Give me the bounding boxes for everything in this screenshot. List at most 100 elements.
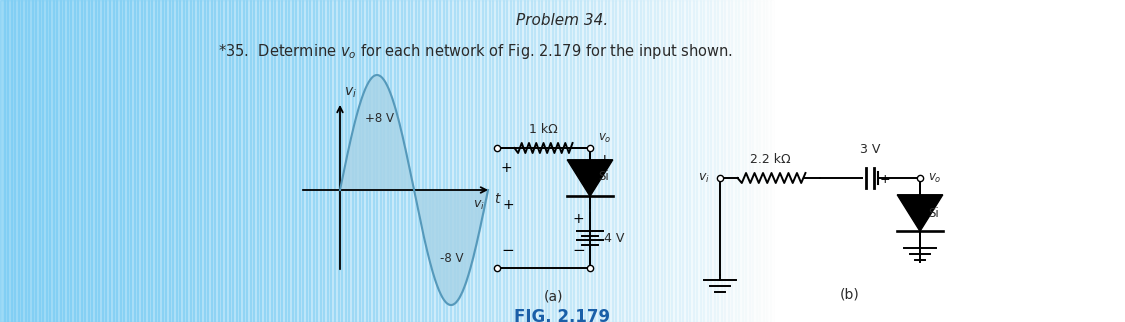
Bar (316, 0, 321, 322)
Bar (60, 0, 64, 322)
Polygon shape (567, 160, 613, 196)
Bar (632, 0, 638, 322)
Bar (882, 0, 886, 322)
Bar (38, 0, 43, 322)
Bar (946, 0, 951, 322)
Bar (559, 0, 564, 322)
Bar (488, 0, 493, 322)
Bar (728, 0, 732, 322)
Bar (422, 0, 426, 322)
Bar (457, 0, 461, 322)
Bar (597, 0, 602, 322)
Bar (890, 0, 894, 322)
Bar (1030, 0, 1035, 322)
Bar (703, 0, 708, 322)
Bar (531, 0, 536, 322)
Bar (844, 0, 848, 322)
Bar (348, 0, 352, 322)
Bar (204, 0, 208, 322)
Text: 2.2 kΩ: 2.2 kΩ (749, 153, 790, 166)
Bar (443, 0, 448, 322)
Bar (187, 0, 191, 322)
Bar (165, 0, 170, 322)
Bar (685, 0, 690, 322)
Bar (263, 0, 268, 322)
Bar (1006, 0, 1010, 322)
Bar (1072, 0, 1077, 322)
Bar (169, 0, 173, 322)
Bar (172, 0, 177, 322)
Bar (569, 0, 574, 322)
Text: +: + (598, 153, 610, 167)
Bar (482, 0, 486, 322)
Bar (278, 0, 282, 322)
Bar (696, 0, 701, 322)
Bar (809, 0, 813, 322)
Bar (109, 0, 114, 322)
Bar (53, 0, 57, 322)
Text: +: + (573, 212, 585, 226)
Bar (918, 0, 922, 322)
Bar (228, 0, 233, 322)
Text: 1 kΩ: 1 kΩ (529, 123, 558, 136)
Bar (637, 0, 641, 322)
Bar (359, 0, 363, 322)
Bar (647, 0, 651, 322)
Bar (879, 0, 883, 322)
Bar (207, 0, 212, 322)
Bar (503, 0, 507, 322)
Bar (510, 0, 514, 322)
Bar (541, 0, 546, 322)
Bar (447, 0, 451, 322)
Bar (675, 0, 680, 322)
Bar (738, 0, 742, 322)
Bar (225, 0, 229, 322)
Bar (1044, 0, 1048, 322)
Bar (1047, 0, 1052, 322)
Bar (925, 0, 929, 322)
Bar (18, 0, 22, 322)
Bar (626, 0, 630, 322)
Bar (612, 0, 616, 322)
Bar (609, 0, 613, 322)
Bar (176, 0, 180, 322)
Bar (520, 0, 525, 322)
Bar (453, 0, 458, 322)
Bar (999, 0, 1004, 322)
Bar (390, 0, 395, 322)
Bar (197, 0, 201, 322)
Bar (253, 0, 258, 322)
Bar (493, 0, 497, 322)
Bar (840, 0, 845, 322)
Bar (500, 0, 504, 322)
Bar (741, 0, 746, 322)
Bar (753, 0, 757, 322)
Bar (654, 0, 658, 322)
Bar (700, 0, 704, 322)
Bar (35, 0, 39, 322)
Bar (362, 0, 367, 322)
Bar (1087, 0, 1091, 322)
Bar (1016, 0, 1020, 322)
Bar (688, 0, 694, 322)
Bar (232, 0, 236, 322)
Bar (907, 0, 911, 322)
Bar (566, 0, 570, 322)
Bar (1100, 0, 1105, 322)
Bar (56, 0, 61, 322)
Bar (450, 0, 454, 322)
Bar (868, 0, 873, 322)
Bar (130, 0, 135, 322)
Bar (384, 0, 388, 322)
Bar (218, 0, 223, 322)
Bar (678, 0, 683, 322)
Bar (74, 0, 79, 322)
Bar (544, 0, 549, 322)
Bar (774, 0, 778, 322)
Bar (731, 0, 736, 322)
Bar (50, 0, 54, 322)
Text: $v_i$: $v_i$ (699, 171, 710, 185)
Bar (81, 0, 86, 322)
Bar (475, 0, 479, 322)
Bar (240, 0, 244, 322)
